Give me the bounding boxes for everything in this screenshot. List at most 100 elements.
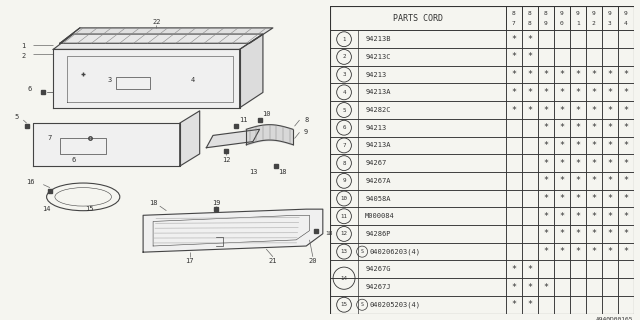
Bar (506, 48, 522, 66)
Bar (618, 278, 634, 296)
Bar (570, 260, 586, 278)
Text: M000084: M000084 (365, 213, 395, 219)
Bar (602, 190, 618, 207)
Bar (330, 137, 506, 154)
Bar (618, 119, 634, 137)
Text: *: * (591, 229, 596, 238)
Text: *: * (527, 300, 532, 309)
Polygon shape (206, 129, 260, 148)
Text: 4: 4 (342, 90, 346, 95)
Bar (586, 48, 602, 66)
Bar (618, 66, 634, 84)
Text: 6: 6 (342, 125, 346, 130)
Text: PARTS CORD: PARTS CORD (393, 14, 443, 23)
Text: 94058A: 94058A (365, 196, 390, 202)
Text: *: * (575, 229, 580, 238)
Bar (330, 190, 506, 207)
Text: 9: 9 (608, 11, 612, 16)
Text: *: * (623, 106, 628, 115)
Bar (506, 84, 522, 101)
Bar (506, 243, 522, 260)
Text: *: * (559, 123, 564, 132)
Bar (330, 6, 506, 30)
Bar (554, 190, 570, 207)
Bar (618, 6, 634, 30)
Bar (602, 225, 618, 243)
Text: 8: 8 (342, 161, 346, 166)
Text: 8: 8 (528, 21, 532, 26)
Text: 15: 15 (86, 206, 94, 212)
Bar (618, 84, 634, 101)
Bar (570, 101, 586, 119)
Bar (586, 190, 602, 207)
Bar (522, 278, 538, 296)
Text: 040206203(4): 040206203(4) (370, 248, 420, 255)
Text: 94286P: 94286P (365, 231, 390, 237)
Text: 9: 9 (342, 178, 346, 183)
Bar (586, 278, 602, 296)
Text: 9: 9 (544, 21, 548, 26)
Bar (618, 154, 634, 172)
Text: *: * (607, 123, 612, 132)
Bar (586, 66, 602, 84)
Text: 94267G: 94267G (365, 266, 390, 272)
Bar (586, 119, 602, 137)
Bar (602, 296, 618, 314)
Text: 1: 1 (342, 37, 346, 42)
Text: 2: 2 (592, 21, 596, 26)
Text: 22: 22 (152, 19, 161, 25)
Bar (554, 66, 570, 84)
Bar (330, 243, 506, 260)
Bar (554, 172, 570, 190)
Bar (522, 30, 538, 48)
Text: 5: 5 (15, 114, 19, 120)
Text: *: * (623, 159, 628, 168)
Text: *: * (511, 88, 516, 97)
Bar (506, 207, 522, 225)
Bar (330, 154, 506, 172)
Text: *: * (575, 123, 580, 132)
Text: 2: 2 (342, 54, 346, 60)
Bar (554, 296, 570, 314)
Text: 11: 11 (340, 214, 348, 219)
Bar (506, 137, 522, 154)
Bar (522, 6, 538, 30)
Text: *: * (607, 159, 612, 168)
Bar (570, 84, 586, 101)
Bar (602, 119, 618, 137)
Bar (554, 225, 570, 243)
Bar (554, 243, 570, 260)
Text: A940D00165: A940D00165 (596, 317, 634, 320)
Text: 11: 11 (239, 117, 247, 123)
Bar (538, 6, 554, 30)
Text: *: * (607, 141, 612, 150)
Text: *: * (591, 159, 596, 168)
Text: 9: 9 (576, 11, 580, 16)
Bar (330, 225, 506, 243)
Text: *: * (591, 212, 596, 221)
Text: *: * (527, 88, 532, 97)
Text: *: * (559, 194, 564, 203)
Polygon shape (180, 111, 200, 166)
Text: 6: 6 (71, 157, 76, 163)
Bar (618, 260, 634, 278)
Bar (522, 154, 538, 172)
Text: *: * (623, 88, 628, 97)
Bar (618, 190, 634, 207)
Bar (522, 207, 538, 225)
Bar (570, 119, 586, 137)
Bar (522, 296, 538, 314)
Text: 17: 17 (186, 258, 194, 264)
Bar (618, 172, 634, 190)
Bar (554, 278, 570, 296)
Bar (554, 260, 570, 278)
Text: *: * (543, 194, 548, 203)
Text: *: * (591, 88, 596, 97)
Text: *: * (591, 247, 596, 256)
Bar (554, 84, 570, 101)
Bar (602, 207, 618, 225)
Text: *: * (543, 212, 548, 221)
Bar (506, 260, 522, 278)
Text: 12: 12 (340, 231, 348, 236)
Text: 9: 9 (304, 129, 308, 135)
